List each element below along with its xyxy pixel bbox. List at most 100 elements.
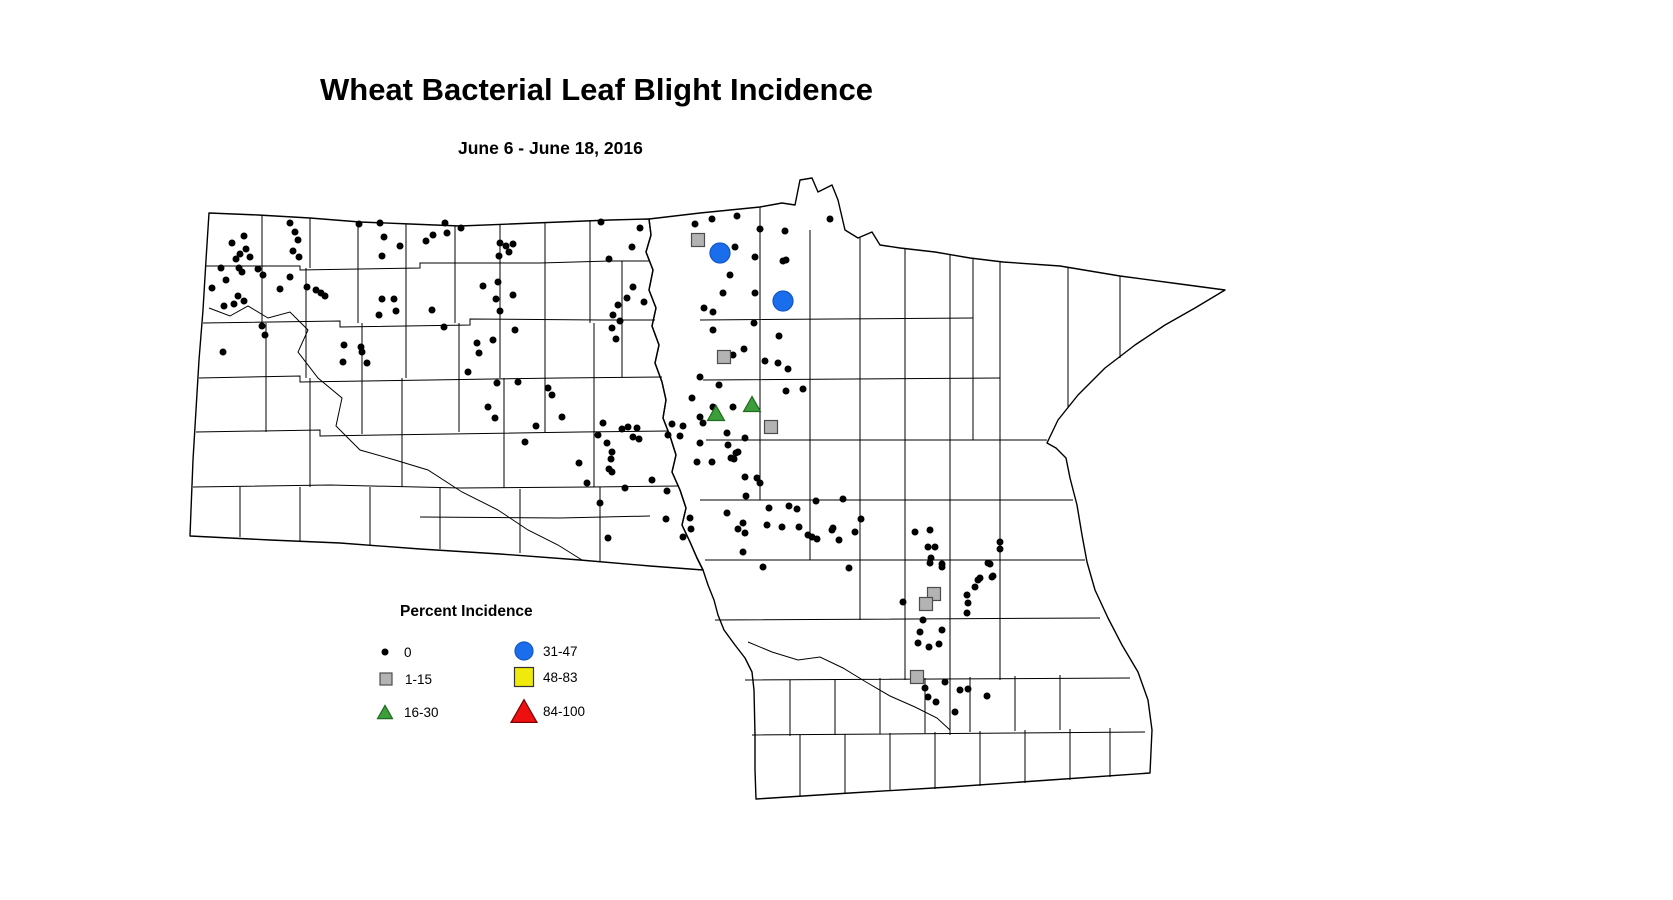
map-marker-0 bbox=[924, 693, 932, 701]
map-marker-0 bbox=[597, 218, 605, 226]
map-marker-0 bbox=[996, 545, 1004, 553]
map-marker-0 bbox=[607, 455, 615, 463]
map-marker-0 bbox=[494, 278, 502, 286]
map-marker-0 bbox=[662, 515, 670, 523]
map-marker-0 bbox=[378, 252, 386, 260]
map-marker-0 bbox=[724, 441, 732, 449]
map-marker-0 bbox=[919, 616, 927, 624]
map-markers bbox=[208, 212, 1004, 716]
map-marker-0 bbox=[509, 291, 517, 299]
map-marker-0 bbox=[355, 220, 363, 228]
map-marker-0 bbox=[511, 326, 519, 334]
map-marker-0 bbox=[608, 468, 616, 476]
map-marker-0 bbox=[441, 219, 449, 227]
legend-symbol-1-15 bbox=[379, 672, 393, 686]
map-marker-0 bbox=[756, 225, 764, 233]
map-marker-0 bbox=[246, 253, 254, 261]
map-marker-0 bbox=[428, 306, 436, 314]
map-marker-0 bbox=[604, 534, 612, 542]
minnesota-river-line bbox=[747, 641, 951, 731]
legend-label-31-47: 31-47 bbox=[543, 643, 578, 659]
map-marker-0 bbox=[742, 492, 750, 500]
map-marker-0 bbox=[835, 536, 843, 544]
map-marker-0 bbox=[375, 311, 383, 319]
map-marker-0 bbox=[964, 599, 972, 607]
map-marker-0 bbox=[925, 643, 933, 651]
map-marker-0 bbox=[603, 439, 611, 447]
map-marker-0 bbox=[740, 345, 748, 353]
county-lines-nd-horizontal bbox=[192, 260, 679, 519]
map-marker-0 bbox=[502, 242, 510, 250]
map-marker-0 bbox=[774, 359, 782, 367]
map-marker-0 bbox=[708, 458, 716, 466]
missouri-river-line bbox=[208, 305, 583, 561]
map-marker-0 bbox=[931, 543, 939, 551]
map-marker-0 bbox=[363, 359, 371, 367]
map-marker-0 bbox=[575, 459, 583, 467]
map-marker-0 bbox=[240, 232, 248, 240]
map-marker-0 bbox=[812, 497, 820, 505]
map-marker-0 bbox=[629, 283, 637, 291]
map-marker-0 bbox=[741, 529, 749, 537]
map-marker-0 bbox=[640, 298, 648, 306]
map-marker-0 bbox=[295, 253, 303, 261]
map-marker-0 bbox=[623, 294, 631, 302]
map-marker-0 bbox=[596, 499, 604, 507]
map-marker-0 bbox=[938, 626, 946, 634]
map-marker-0 bbox=[276, 285, 284, 293]
map-marker-0 bbox=[924, 543, 932, 551]
map-marker-0 bbox=[495, 252, 503, 260]
map-marker-0 bbox=[624, 423, 632, 431]
map-marker-0 bbox=[964, 685, 972, 693]
map-marker-0 bbox=[699, 419, 707, 427]
legend-yellow-square-icon bbox=[513, 666, 535, 688]
map-marker-0 bbox=[291, 228, 299, 236]
map-marker-0 bbox=[380, 233, 388, 241]
map-marker-0 bbox=[739, 548, 747, 556]
map-marker-0 bbox=[829, 524, 837, 532]
county-lines bbox=[192, 207, 1146, 796]
map-marker-0 bbox=[633, 424, 641, 432]
map-marker-0 bbox=[739, 519, 747, 527]
map-marker-1-15 bbox=[716, 349, 732, 365]
map-marker-0 bbox=[612, 335, 620, 343]
map-marker-0 bbox=[708, 215, 716, 223]
map-marker-16-30 bbox=[742, 395, 762, 413]
state-outlines bbox=[189, 177, 1226, 800]
map-marker-0 bbox=[756, 479, 764, 487]
map-marker-1-15 bbox=[918, 596, 934, 612]
map-marker-0 bbox=[759, 563, 767, 571]
map-marker-0 bbox=[217, 264, 225, 272]
map-marker-0 bbox=[951, 708, 959, 716]
map-marker-0 bbox=[228, 239, 236, 247]
map-marker-0 bbox=[813, 535, 821, 543]
legend-symbol-16-30 bbox=[376, 704, 394, 720]
map-marker-0 bbox=[971, 583, 979, 591]
map-marker-0 bbox=[691, 220, 699, 228]
map-marker-0 bbox=[236, 250, 244, 258]
map-marker-0 bbox=[505, 248, 513, 256]
map-marker-0 bbox=[751, 253, 759, 261]
map-marker-0 bbox=[544, 384, 552, 392]
map-marker-0 bbox=[583, 479, 591, 487]
map-marker-0 bbox=[492, 295, 500, 303]
map-marker-0 bbox=[532, 422, 540, 430]
map-marker-0 bbox=[608, 448, 616, 456]
map-marker-0 bbox=[230, 300, 238, 308]
map-marker-0 bbox=[396, 242, 404, 250]
map-marker-0 bbox=[664, 431, 672, 439]
map-marker-0 bbox=[785, 502, 793, 510]
map-marker-0 bbox=[378, 295, 386, 303]
legend-item-31-47: 31-47 bbox=[509, 636, 578, 666]
figure-title: Wheat Bacterial Leaf Blight Incidence bbox=[320, 72, 873, 107]
map-marker-0 bbox=[734, 448, 742, 456]
map-marker-0 bbox=[778, 523, 786, 531]
map-marker-0 bbox=[464, 368, 472, 376]
map-marker-0 bbox=[440, 323, 448, 331]
map-marker-0 bbox=[916, 628, 924, 636]
map-marker-0 bbox=[628, 243, 636, 251]
legend-item-16-30: 16-30 bbox=[370, 697, 439, 727]
map-marker-0 bbox=[996, 538, 1004, 546]
map-marker-0 bbox=[687, 525, 695, 533]
